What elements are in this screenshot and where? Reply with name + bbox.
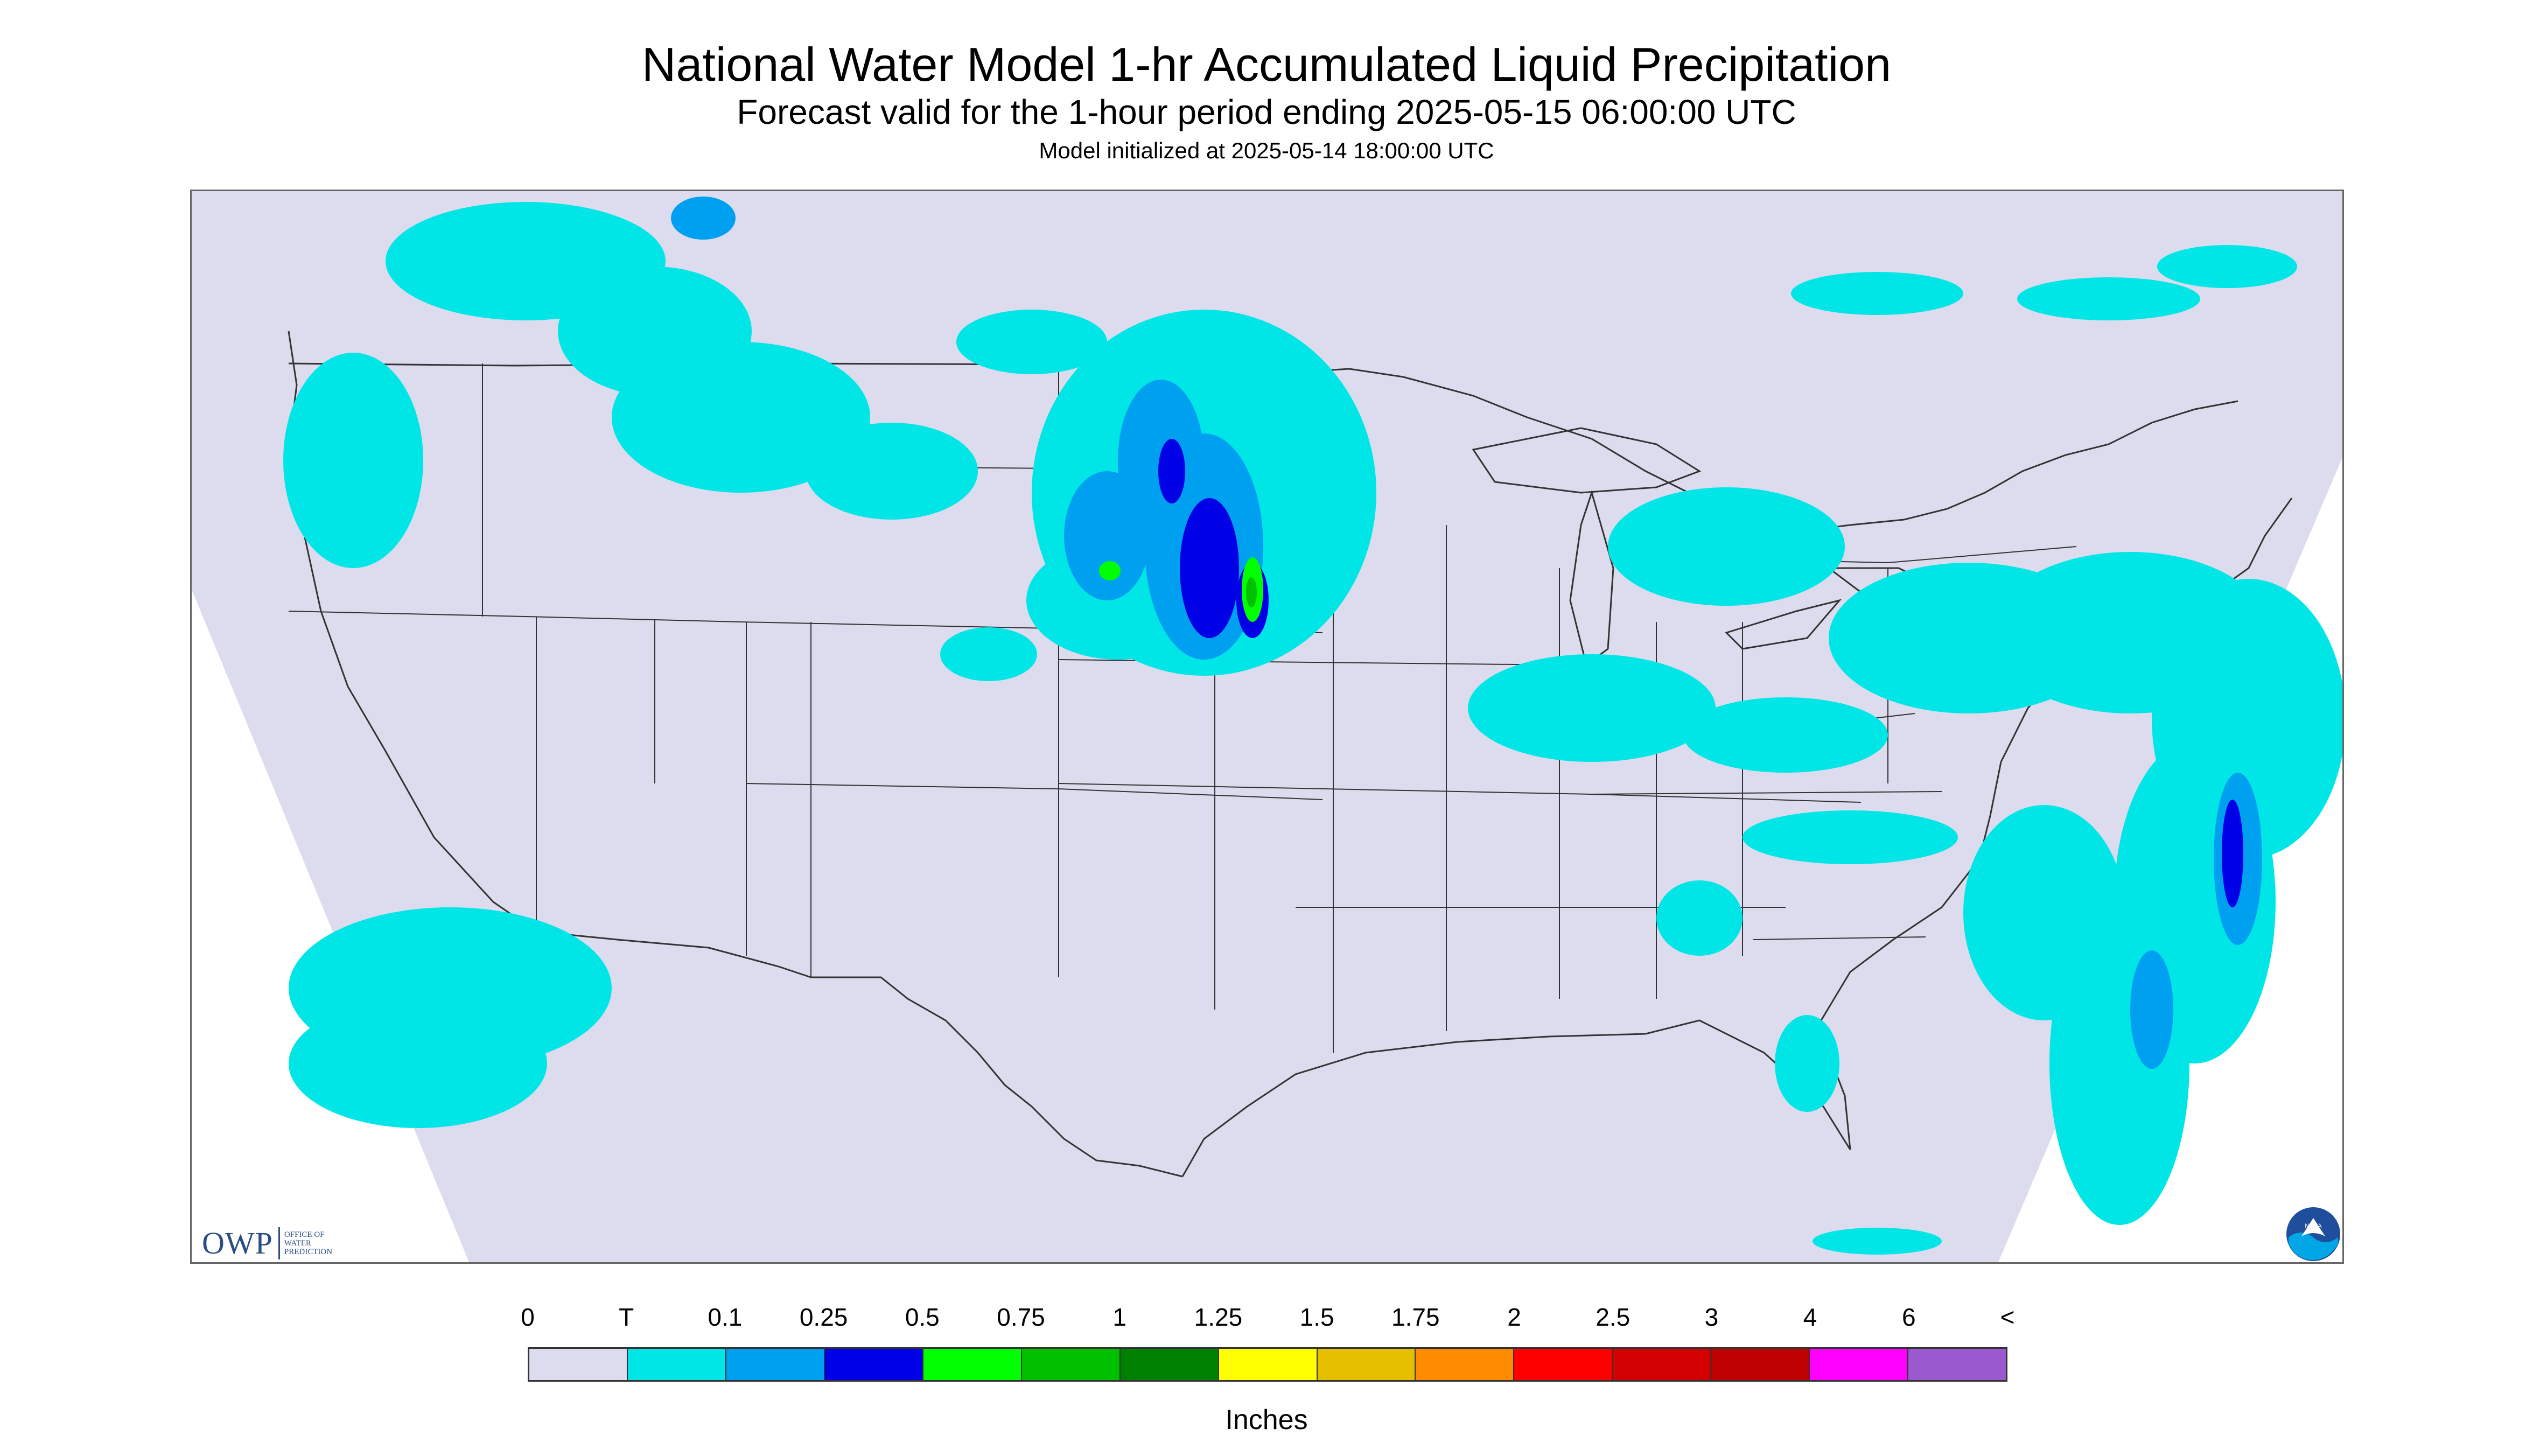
legend-label: 2	[1507, 1303, 1521, 1331]
legend-label: 3	[1704, 1303, 1719, 1331]
legend-label: 6	[1902, 1303, 1916, 1331]
legend-swatch	[1416, 1349, 1515, 1380]
legend-label: <	[2000, 1303, 2015, 1331]
legend-swatch	[824, 1349, 923, 1380]
legend-label: 0	[521, 1303, 535, 1331]
legend-label: 0.25	[799, 1303, 848, 1331]
color-legend-bar	[528, 1347, 2007, 1382]
legend-label: 1.5	[1299, 1303, 1334, 1331]
legend-swatch	[1613, 1349, 1712, 1380]
owp-logo: OWP OFFICE OF WATER PREDICTION	[202, 1227, 360, 1259]
legend-swatch	[923, 1349, 1022, 1380]
legend-swatch	[1120, 1349, 1219, 1380]
legend-swatch	[1908, 1349, 2006, 1380]
chart-title: National Water Model 1-hr Accumulated Li…	[641, 38, 1892, 91]
owp-logo-text: OWP	[202, 1227, 280, 1259]
chart-subtitle: Forecast valid for the 1-hour period end…	[737, 93, 1796, 131]
legend-label: 1.25	[1194, 1303, 1243, 1331]
legend-swatch	[1021, 1349, 1121, 1380]
legend-swatch	[726, 1349, 825, 1380]
legend-label: 0.1	[708, 1303, 743, 1331]
legend-label: 1	[1112, 1303, 1126, 1331]
map-canvas	[192, 191, 2342, 1262]
legend-label: 2.5	[1596, 1303, 1631, 1331]
legend-label: 0.5	[905, 1303, 940, 1331]
legend-swatch	[1219, 1349, 1318, 1380]
noaa-logo-text: NOAA	[2305, 1223, 2322, 1229]
noaa-logo: NOAA	[2286, 1207, 2340, 1261]
legend-swatch	[1317, 1349, 1416, 1380]
precip-very-heavy-areas	[1246, 577, 1257, 607]
owp-logo-line: WATER	[284, 1239, 311, 1248]
legend-labels: 0 T 0.1 0.25 0.5 0.75 1 1.25 1.5 1.75 2 2.5 3 4 6 <	[0, 1302, 2533, 1334]
legend-swatch	[1514, 1349, 1613, 1380]
model-init-time: Model initialized at 2025-05-14 18:00:00…	[1039, 138, 1494, 163]
legend-swatch	[1711, 1349, 1810, 1380]
legend-label: 1.75	[1391, 1303, 1440, 1331]
legend-label: 4	[1803, 1303, 1817, 1331]
precipitation-map: OWP OFFICE OF WATER PREDICTION NOAA	[190, 190, 2344, 1264]
owp-logo-subtitle: OFFICE OF WATER PREDICTION	[284, 1230, 360, 1256]
legend-swatch	[529, 1349, 628, 1380]
legend-units: Inches	[1225, 1404, 1308, 1436]
owp-logo-line: OFFICE OF	[284, 1230, 325, 1239]
legend-label: 0.75	[997, 1303, 1045, 1331]
legend-label: T	[619, 1303, 634, 1331]
noaa-logo-wave	[2289, 1233, 2338, 1260]
noaa-logo-bird	[2301, 1218, 2325, 1236]
legend-swatch	[1810, 1349, 1909, 1380]
precip-trace-areas	[283, 202, 2342, 1255]
legend-swatch	[627, 1349, 726, 1380]
owp-logo-line: PREDICTION	[284, 1248, 333, 1256]
